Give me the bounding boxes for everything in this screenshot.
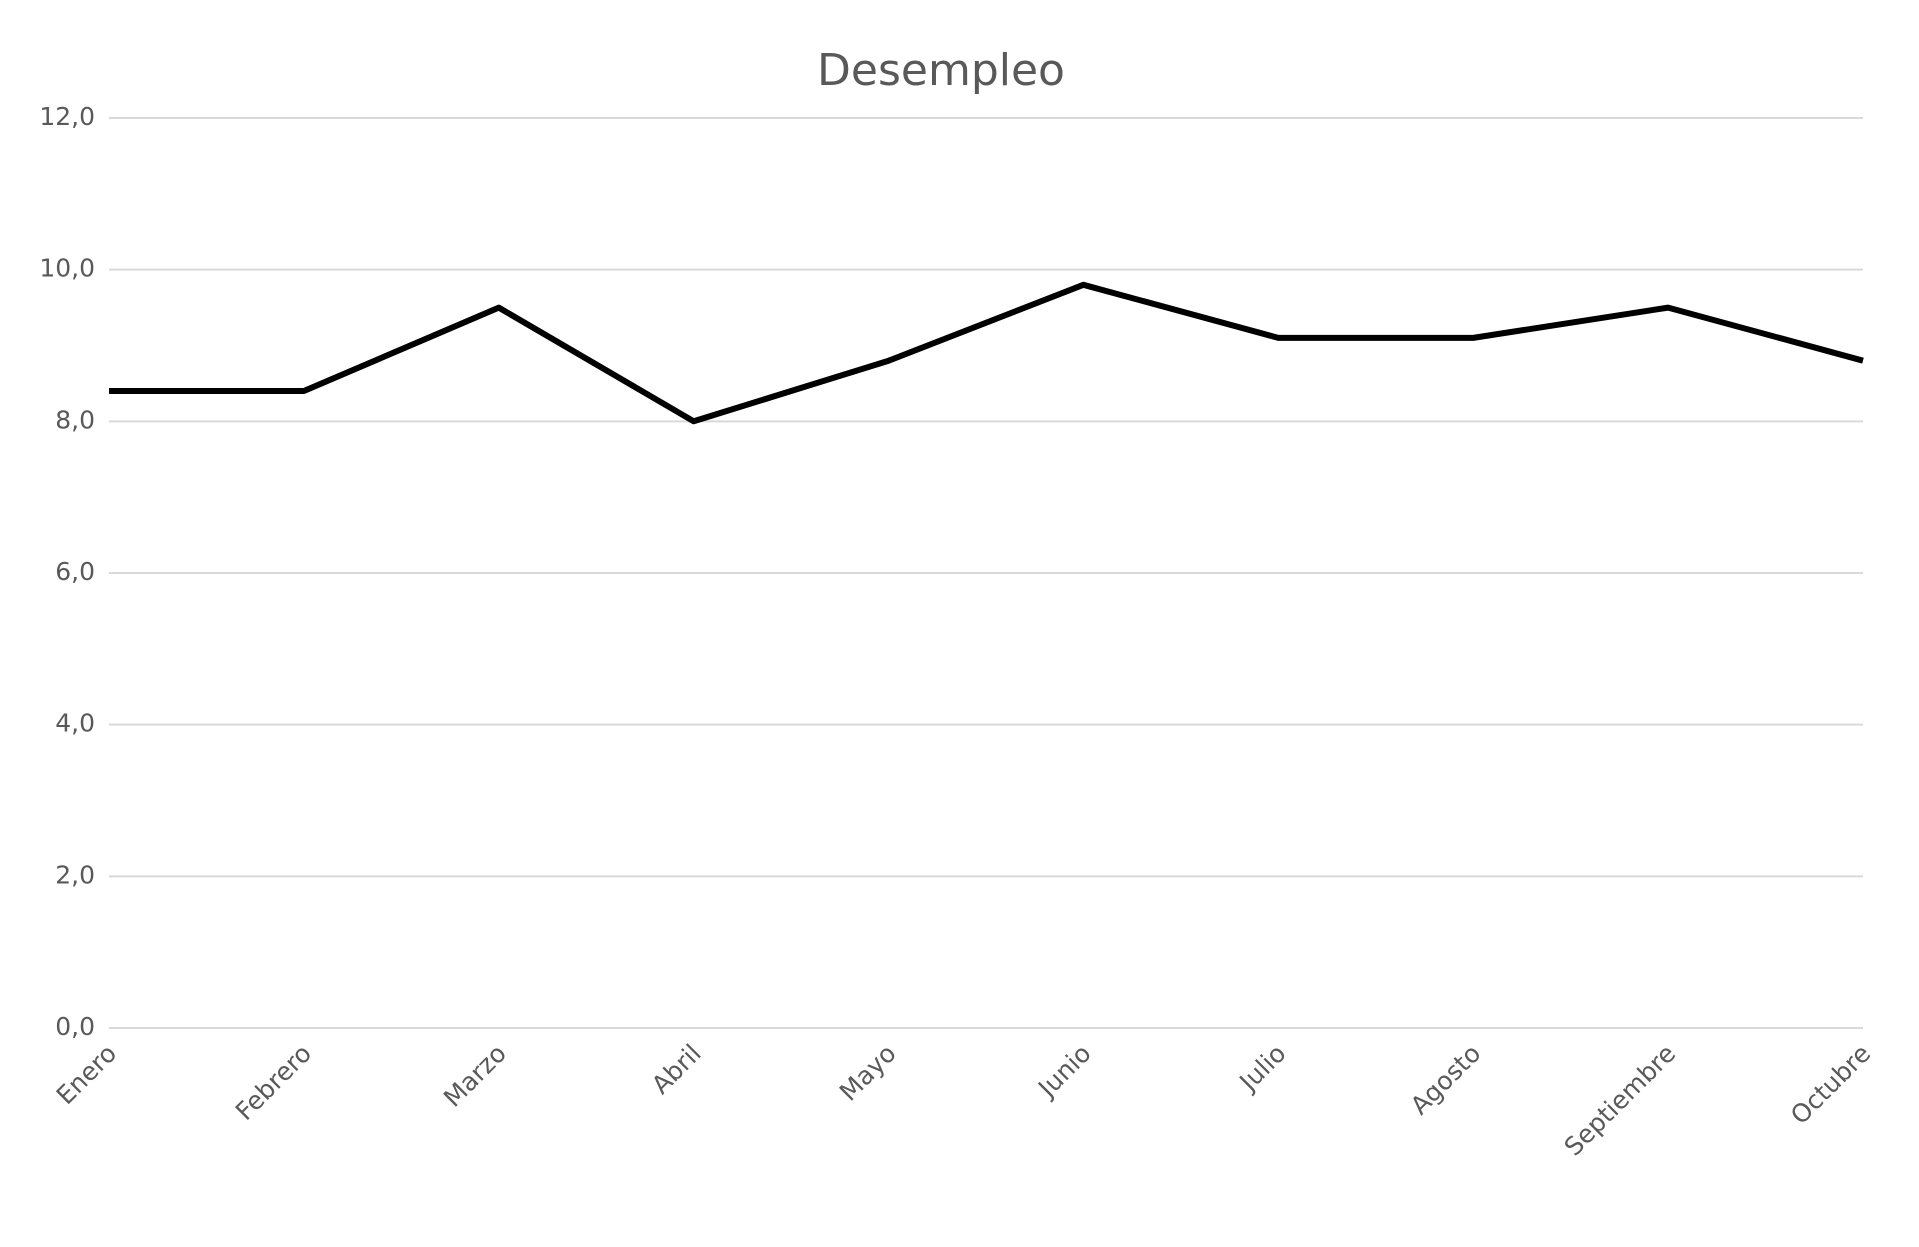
x-tick-label: Mayo bbox=[834, 1039, 902, 1107]
x-tick-label: Agosto bbox=[1405, 1039, 1487, 1121]
y-tick-label: 12,0 bbox=[39, 102, 95, 131]
y-tick-label: 4,0 bbox=[55, 709, 95, 738]
chart-title: Desempleo bbox=[817, 45, 1065, 96]
x-tick-label: Abril bbox=[646, 1039, 707, 1100]
x-tick-label: Octubre bbox=[1785, 1039, 1876, 1130]
line bbox=[109, 281, 1864, 425]
x-tick-label: Junio bbox=[1031, 1039, 1096, 1104]
x-tick-label: Septiembre bbox=[1559, 1039, 1682, 1162]
x-tick-label: Marzo bbox=[438, 1039, 512, 1113]
y-tick-label: 2,0 bbox=[55, 860, 95, 889]
y-tick-label: 0,0 bbox=[55, 1012, 95, 1041]
y-tick-label: 6,0 bbox=[55, 557, 95, 586]
y-tick-label: 10,0 bbox=[39, 254, 95, 283]
x-tick-label: Enero bbox=[51, 1039, 122, 1110]
y-tick-label: 8,0 bbox=[55, 405, 95, 434]
x-tick-label: Febrero bbox=[230, 1039, 317, 1126]
x-tick-label: Julio bbox=[1233, 1039, 1292, 1098]
